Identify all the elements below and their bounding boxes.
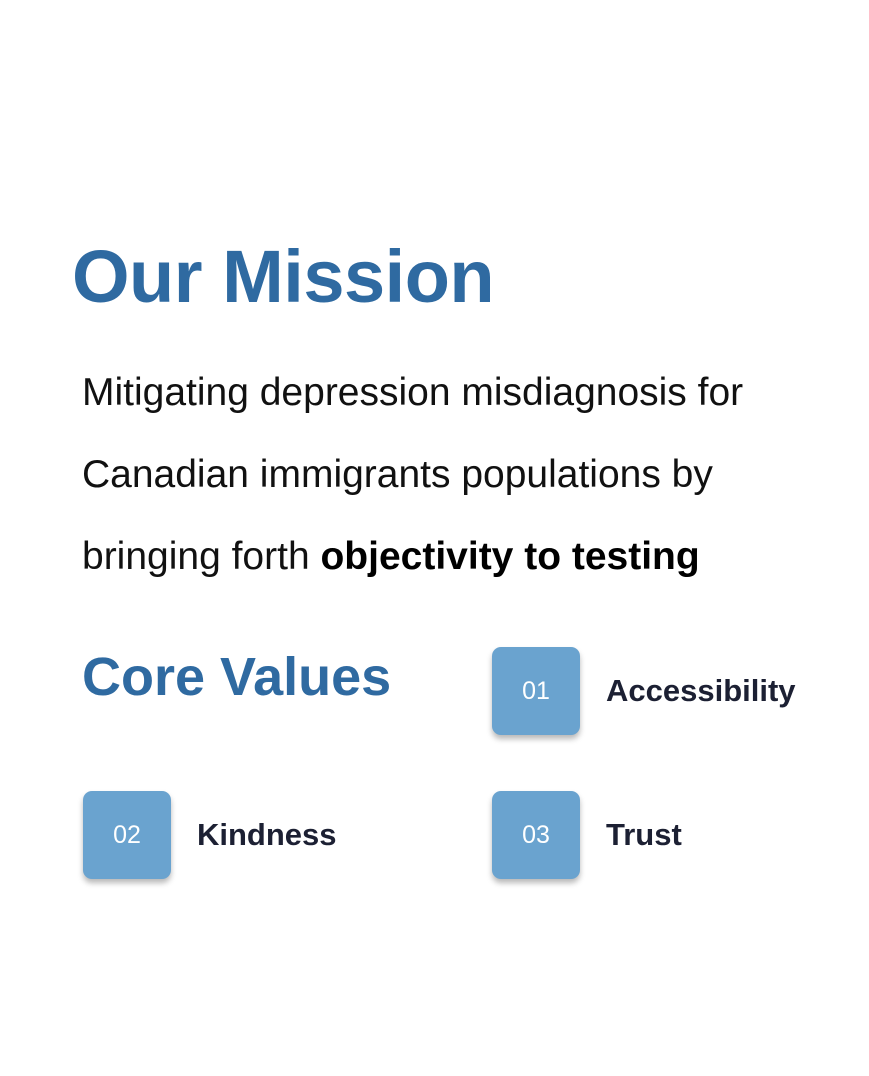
value-number-badge: 03 bbox=[492, 791, 580, 879]
value-item-kindness: 02 Kindness bbox=[83, 791, 337, 879]
mission-statement: Mitigating depression misdiagnosis for C… bbox=[82, 352, 862, 598]
core-values-title: Core Values bbox=[82, 647, 392, 707]
value-number-badge: 02 bbox=[83, 791, 171, 879]
value-label: Trust bbox=[606, 817, 682, 852]
value-number-badge: 01 bbox=[492, 647, 580, 735]
mission-statement-emphasis: objectivity to testing bbox=[320, 535, 700, 578]
mission-title: Our Mission bbox=[72, 235, 495, 318]
mission-statement-text: Mitigating depression misdiagnosis for C… bbox=[82, 371, 744, 578]
value-item-accessibility: 01 Accessibility bbox=[492, 647, 796, 735]
value-label: Kindness bbox=[197, 817, 337, 852]
value-label: Accessibility bbox=[606, 673, 796, 708]
value-item-trust: 03 Trust bbox=[492, 791, 682, 879]
